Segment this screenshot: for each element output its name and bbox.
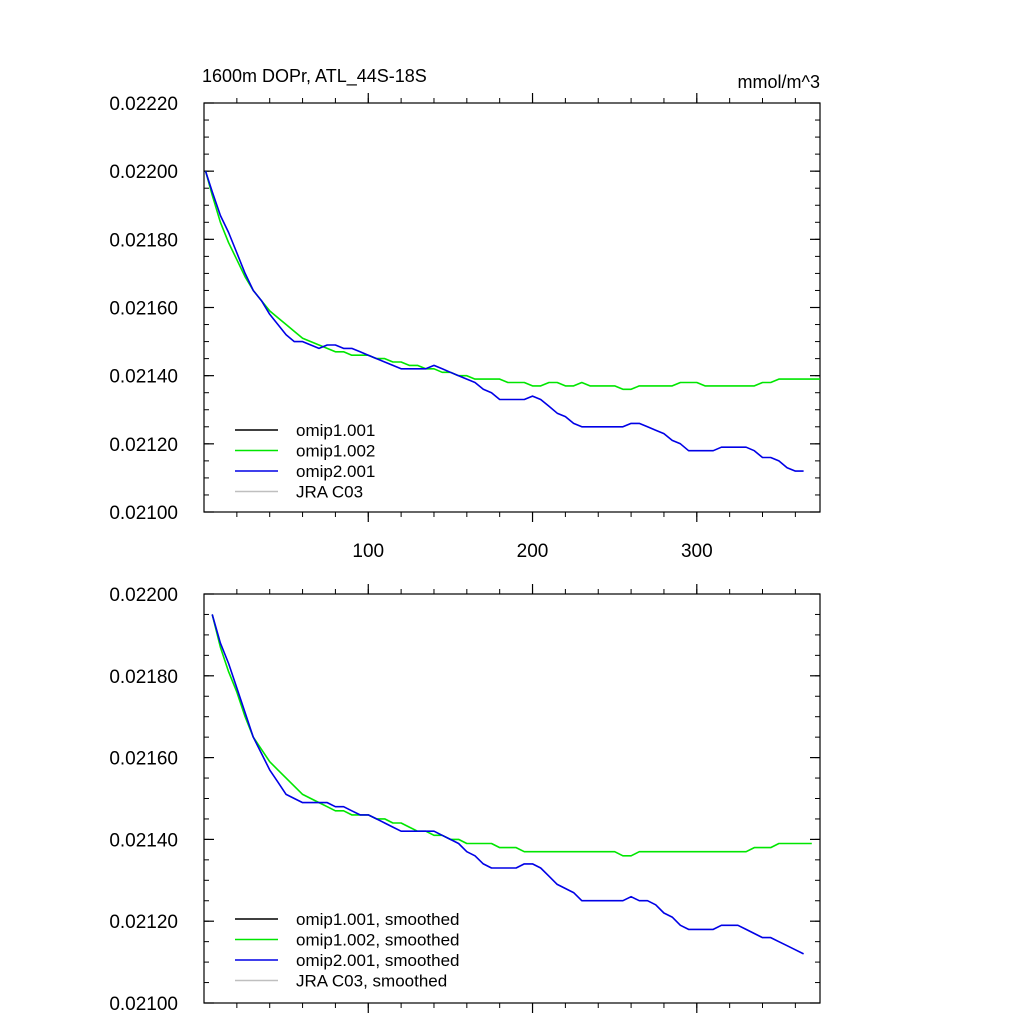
legend-label: omip1.001 (296, 421, 375, 440)
legend-label: JRA C03 (296, 483, 363, 502)
top-panel: 0.02100 0.02120 0.02140 0.02160 0.02180 0.022… (109, 93, 821, 562)
legend-label: omip1.002 (296, 442, 375, 461)
x-tick-label: 100 (352, 541, 384, 562)
bottom-panel: 0.02100 0.02120 0.02140 0.02160 0.02180 0.022… (109, 584, 821, 1015)
y-tick-label: 0.02200 (109, 162, 178, 183)
y-tick-label: 0.02180 (109, 667, 178, 688)
y-tick-label: 0.02160 (109, 299, 178, 320)
legend-label: omip1.002, smoothed (296, 931, 460, 950)
y-tick-label: 0.02140 (109, 830, 178, 851)
figure-title: 1600m DOPr, ATL_44S-18S (202, 66, 427, 87)
y-tick-label: 0.02100 (109, 503, 178, 524)
legend-label: omip2.001, smoothed (296, 951, 460, 970)
y-tick-label: 0.02140 (109, 367, 178, 388)
y-tick-label: 0.02100 (109, 994, 178, 1015)
series-line-omip2-001 (204, 170, 804, 472)
legend-label: omip1.001, smoothed (296, 910, 460, 929)
y-tick-label: 0.02200 (109, 585, 178, 606)
y-tick-label: 0.02160 (109, 749, 178, 770)
series-line-omip2-001-smoothed (211, 614, 804, 955)
y-tick-label: 0.02220 (109, 94, 178, 115)
y-tick-label: 0.02120 (109, 912, 178, 933)
y-tick-label: 0.02180 (109, 230, 178, 251)
series-line-omip1-002-smoothed (211, 614, 812, 857)
x-tick-label: 300 (681, 541, 713, 562)
y-tick-label: 0.02120 (109, 435, 178, 456)
series-line-omip1-002 (204, 170, 820, 391)
legend-label: omip2.001 (296, 462, 375, 481)
units-label: mmol/m^3 (738, 72, 820, 92)
x-tick-label: 200 (517, 541, 549, 562)
legend-label: JRA C03, smoothed (296, 972, 447, 991)
